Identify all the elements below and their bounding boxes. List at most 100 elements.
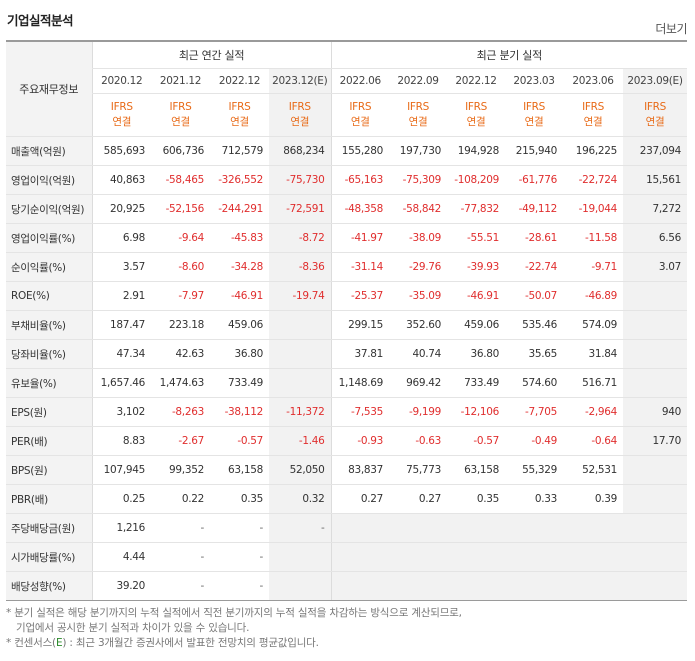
ifrs-label: IFRS (110, 101, 133, 113)
table-cell: 35.65 (505, 339, 564, 369)
accounting-standard: IFRS 연결 (563, 93, 624, 137)
row-label: 유보율(%) (6, 368, 92, 398)
row-label: 영업이익(억원) (6, 165, 92, 195)
table-cell: -326,552 (210, 165, 269, 195)
table-cell: 215,940 (505, 136, 564, 166)
table-row: BPS(원) 107,945 99,352 63,158 52,050 83,837 75,… (6, 455, 688, 485)
table-cell: 20,925 (91, 194, 151, 224)
table-cell (505, 542, 564, 572)
table-cell: -58,465 (151, 165, 210, 195)
table-cell: 155,280 (330, 136, 390, 166)
table-cell: -0.57 (447, 426, 506, 456)
row-label: ROE(%) (6, 281, 92, 311)
table-cell: -46.89 (563, 281, 624, 311)
table-cell: 7,272 (623, 194, 688, 224)
table-cell: 8.83 (91, 426, 151, 456)
table-cell: -75,730 (269, 165, 332, 195)
financial-table: 주요재무정보 최근 연간 실적 최근 분기 실적 2020.12 2021.12 2… (6, 40, 688, 601)
table-cell (623, 455, 688, 485)
table-cell: 75,773 (389, 455, 448, 485)
table-cell: - (151, 542, 210, 572)
accounting-standard: IFRS 연결 (151, 93, 210, 137)
table-cell: 31.84 (563, 339, 624, 369)
table-row: 영업이익(억원) 40,863 -58,465 -326,552 -75,730 -65,… (6, 165, 688, 195)
table-row: ROE(%) 2.91 -7.97 -46.91 -19.74 -25.37 -35.09-… (6, 281, 688, 311)
table-cell: 535.46 (505, 310, 564, 340)
row-label: EPS(원) (6, 397, 92, 427)
table-cell: -49,112 (505, 194, 564, 224)
table-cell (623, 339, 688, 369)
row-label: 주당배당금(원) (6, 513, 92, 543)
table-cell: 1,474.63 (151, 368, 210, 398)
table-cell: -11.58 (563, 223, 624, 253)
table-cell: 0.33 (505, 484, 564, 514)
accounting-standard: IFRS 연결 (269, 93, 332, 137)
accounting-standard: IFRS 연결 (447, 93, 506, 137)
table-cell: 83,837 (330, 455, 390, 485)
more-link[interactable]: 더보기 (655, 22, 687, 36)
table-cell: - (151, 513, 210, 543)
table-cell (269, 310, 332, 340)
accounting-standard: IFRS 연결 (330, 93, 390, 137)
table-cell: -8.72 (269, 223, 332, 253)
consolidated-label: 연결 (290, 116, 310, 128)
table-cell: 0.35 (210, 484, 269, 514)
table-cell (389, 513, 448, 543)
table-cell: -25.37 (330, 281, 390, 311)
table-cell: -0.49 (505, 426, 564, 456)
table-cell: 3.57 (91, 252, 151, 282)
consolidated-label: 연결 (645, 116, 665, 128)
table-cell: -48,358 (330, 194, 390, 224)
table-cell: 940 (623, 397, 688, 427)
table-row: 당좌비율(%) 47.34 42.63 36.80 37.81 40.74 36.80 35.… (6, 339, 688, 369)
table-cell: 223.18 (151, 310, 210, 340)
table-cell: -46.91 (447, 281, 506, 311)
period-row: 2020.12 2021.12 2022.12 2023.12(E) 2022.06 20… (6, 68, 688, 94)
table-cell (563, 571, 624, 601)
quarterly-group-header: 최근 분기 실적 (330, 40, 688, 69)
table-cell: 0.27 (330, 484, 390, 514)
accounting-standard: IFRS 연결 (210, 93, 269, 137)
table-cell: -29.76 (389, 252, 448, 282)
table-cell: -72,591 (269, 194, 332, 224)
table-cell (623, 368, 688, 398)
table-cell: -108,209 (447, 165, 506, 195)
row-label: PER(배) (6, 426, 92, 456)
table-cell: -38,112 (210, 397, 269, 427)
table-cell: 3.07 (623, 252, 688, 282)
period-header: 2023.06 (563, 68, 624, 94)
table-row: 순이익률(%) 3.57 -8.60 -34.28 -8.36 -31.14 -29.76-… (6, 252, 688, 282)
accounting-standard: IFRS 연결 (623, 93, 688, 137)
table-cell: -61,776 (505, 165, 564, 195)
table-cell: 40.74 (389, 339, 448, 369)
consolidated-label: 연결 (408, 116, 428, 128)
period-header: 2022.12 (210, 68, 269, 94)
table-cell: 606,736 (151, 136, 210, 166)
period-header: 2023.03 (505, 68, 564, 94)
table-cell: 52,050 (269, 455, 332, 485)
table-cell: - (210, 513, 269, 543)
table-cell: 42.63 (151, 339, 210, 369)
table-cell: 194,928 (447, 136, 506, 166)
table-cell: 17.70 (623, 426, 688, 456)
table-cell: -50.07 (505, 281, 564, 311)
table-cell (389, 571, 448, 601)
row-label: PBR(배) (6, 484, 92, 514)
table-cell (269, 339, 332, 369)
ifrs-label: IFRS (523, 101, 545, 113)
table-cell: - (210, 571, 269, 601)
table-cell: -39.93 (447, 252, 506, 282)
table-cell (623, 310, 688, 340)
table-cell: 868,234 (269, 136, 332, 166)
table-cell: - (151, 571, 210, 601)
period-header: 2023.12(E) (269, 68, 332, 94)
table-cell: -28.61 (505, 223, 564, 253)
accounting-standard: IFRS 연결 (389, 93, 448, 137)
consolidated-label: 연결 (112, 116, 132, 128)
table-cell: 40,863 (91, 165, 151, 195)
footnote-text: * 컨센서스( (6, 637, 56, 649)
table-cell: -35.09 (389, 281, 448, 311)
table-cell: 3,102 (91, 397, 151, 427)
row-label: 당기순이익(억원) (6, 194, 92, 224)
table-cell: 4.44 (91, 542, 151, 572)
